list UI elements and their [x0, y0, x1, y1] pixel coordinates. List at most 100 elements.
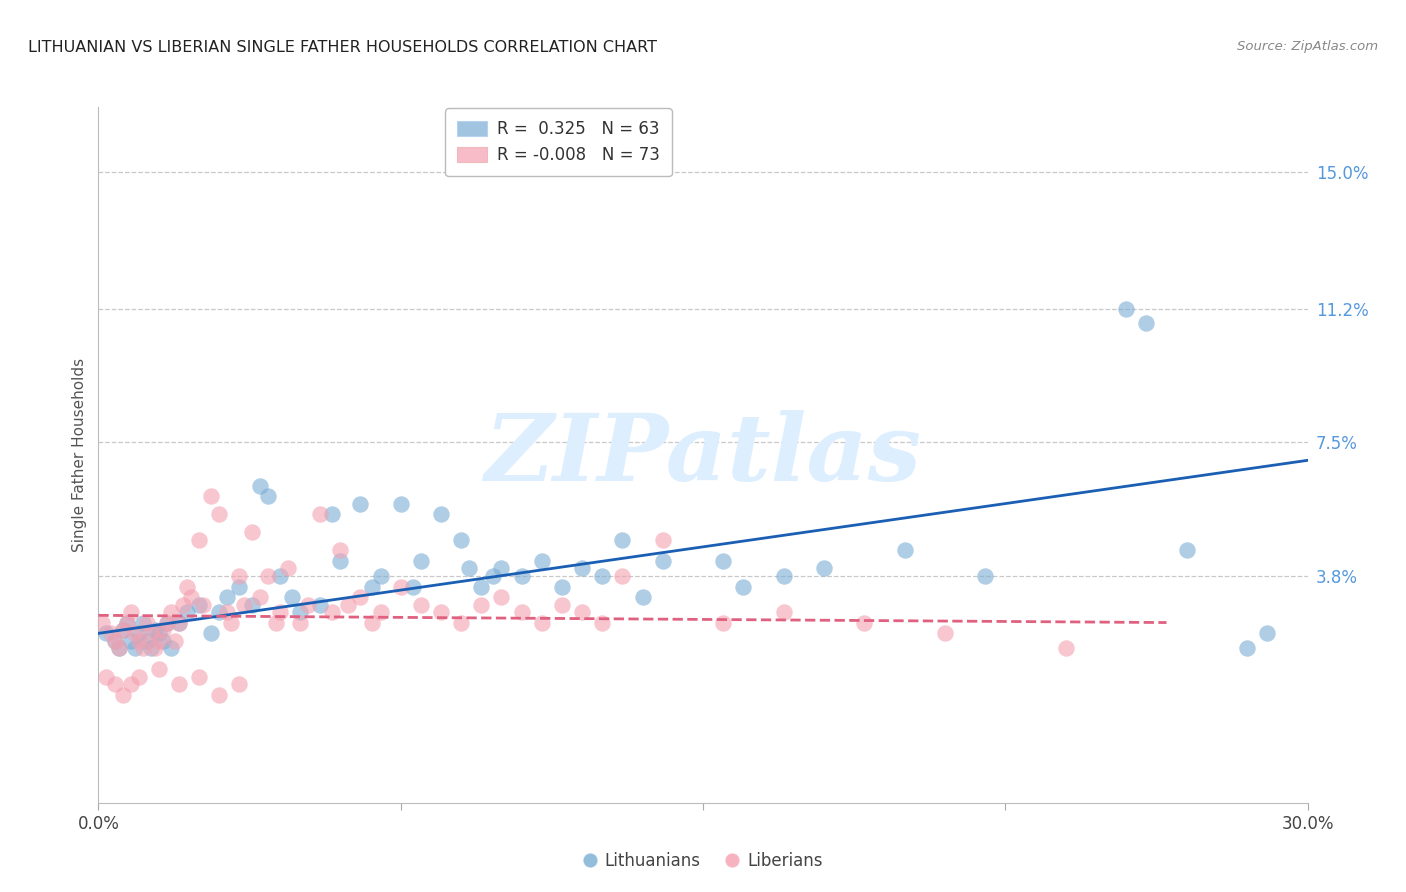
Point [143, 640, 166, 655]
Point [409, 598, 432, 612]
Point [281, 591, 304, 605]
Point [813, 561, 835, 575]
Point [176, 580, 198, 594]
Point [124, 626, 146, 640]
Point [329, 554, 352, 568]
Point [309, 508, 332, 522]
Point [152, 623, 174, 637]
Point [128, 626, 150, 640]
Point [389, 580, 412, 594]
Point [228, 568, 250, 582]
Point [132, 640, 155, 655]
Point [711, 554, 734, 568]
Point [160, 605, 183, 619]
Y-axis label: Single Father Households: Single Father Households [72, 358, 87, 552]
Point [370, 568, 392, 582]
Point [389, 497, 412, 511]
Point [228, 580, 250, 594]
Point [103, 677, 125, 691]
Point [176, 605, 198, 619]
Point [591, 615, 613, 630]
Point [217, 605, 239, 619]
Point [148, 633, 170, 648]
Point [264, 615, 287, 630]
Point [651, 554, 673, 568]
Point [297, 598, 319, 612]
Point [221, 615, 243, 630]
Point [96, 626, 118, 640]
Point [772, 568, 794, 582]
Point [167, 677, 190, 691]
Point [430, 508, 453, 522]
Point [491, 591, 513, 605]
Point [329, 543, 352, 558]
Point [208, 508, 231, 522]
Point [934, 626, 956, 640]
Point [530, 615, 553, 630]
Point [128, 633, 150, 648]
Point [349, 591, 371, 605]
Point [148, 662, 170, 676]
Point [96, 670, 118, 684]
Point [139, 640, 162, 655]
Point [491, 561, 513, 575]
Point [470, 598, 492, 612]
Point [361, 615, 384, 630]
Point [160, 640, 183, 655]
Point [277, 561, 299, 575]
Point [1236, 640, 1258, 655]
Point [1115, 301, 1137, 316]
Point [180, 591, 202, 605]
Point [551, 598, 574, 612]
Point [156, 615, 179, 630]
Text: LITHUANIAN VS LIBERIAN SINGLE FATHER HOUSEHOLDS CORRELATION CHART: LITHUANIAN VS LIBERIAN SINGLE FATHER HOU… [28, 40, 657, 55]
Legend: Lithuanians, Liberians: Lithuanians, Liberians [575, 843, 831, 878]
Point [120, 633, 142, 648]
Point [450, 533, 472, 547]
Point [200, 489, 222, 503]
Point [115, 615, 138, 630]
Point [256, 489, 278, 503]
Point [217, 591, 239, 605]
Point [430, 605, 453, 619]
Point [974, 568, 997, 582]
Point [288, 605, 311, 619]
Point [163, 633, 186, 648]
Point [103, 633, 125, 648]
Point [733, 580, 755, 594]
Point [148, 626, 170, 640]
Point [571, 561, 593, 575]
Text: ZIPatlas: ZIPatlas [485, 410, 921, 500]
Point [321, 508, 343, 522]
Point [1054, 640, 1077, 655]
Point [156, 615, 179, 630]
Point [228, 677, 250, 691]
Point [115, 615, 138, 630]
Point [256, 568, 278, 582]
Point [409, 554, 432, 568]
Point [143, 623, 166, 637]
Point [120, 677, 142, 691]
Point [510, 605, 533, 619]
Point [100, 626, 122, 640]
Point [103, 633, 125, 648]
Point [240, 525, 263, 540]
Point [321, 605, 343, 619]
Point [208, 605, 231, 619]
Point [172, 598, 194, 612]
Point [111, 688, 134, 702]
Point [612, 533, 634, 547]
Point [139, 626, 162, 640]
Point [120, 605, 142, 619]
Point [240, 598, 263, 612]
Point [309, 598, 332, 612]
Point [132, 615, 155, 630]
Point [188, 670, 211, 684]
Point [361, 580, 384, 594]
Point [91, 615, 114, 630]
Point [651, 533, 673, 547]
Point [107, 640, 129, 655]
Point [711, 615, 734, 630]
Point [370, 605, 392, 619]
Point [470, 580, 492, 594]
